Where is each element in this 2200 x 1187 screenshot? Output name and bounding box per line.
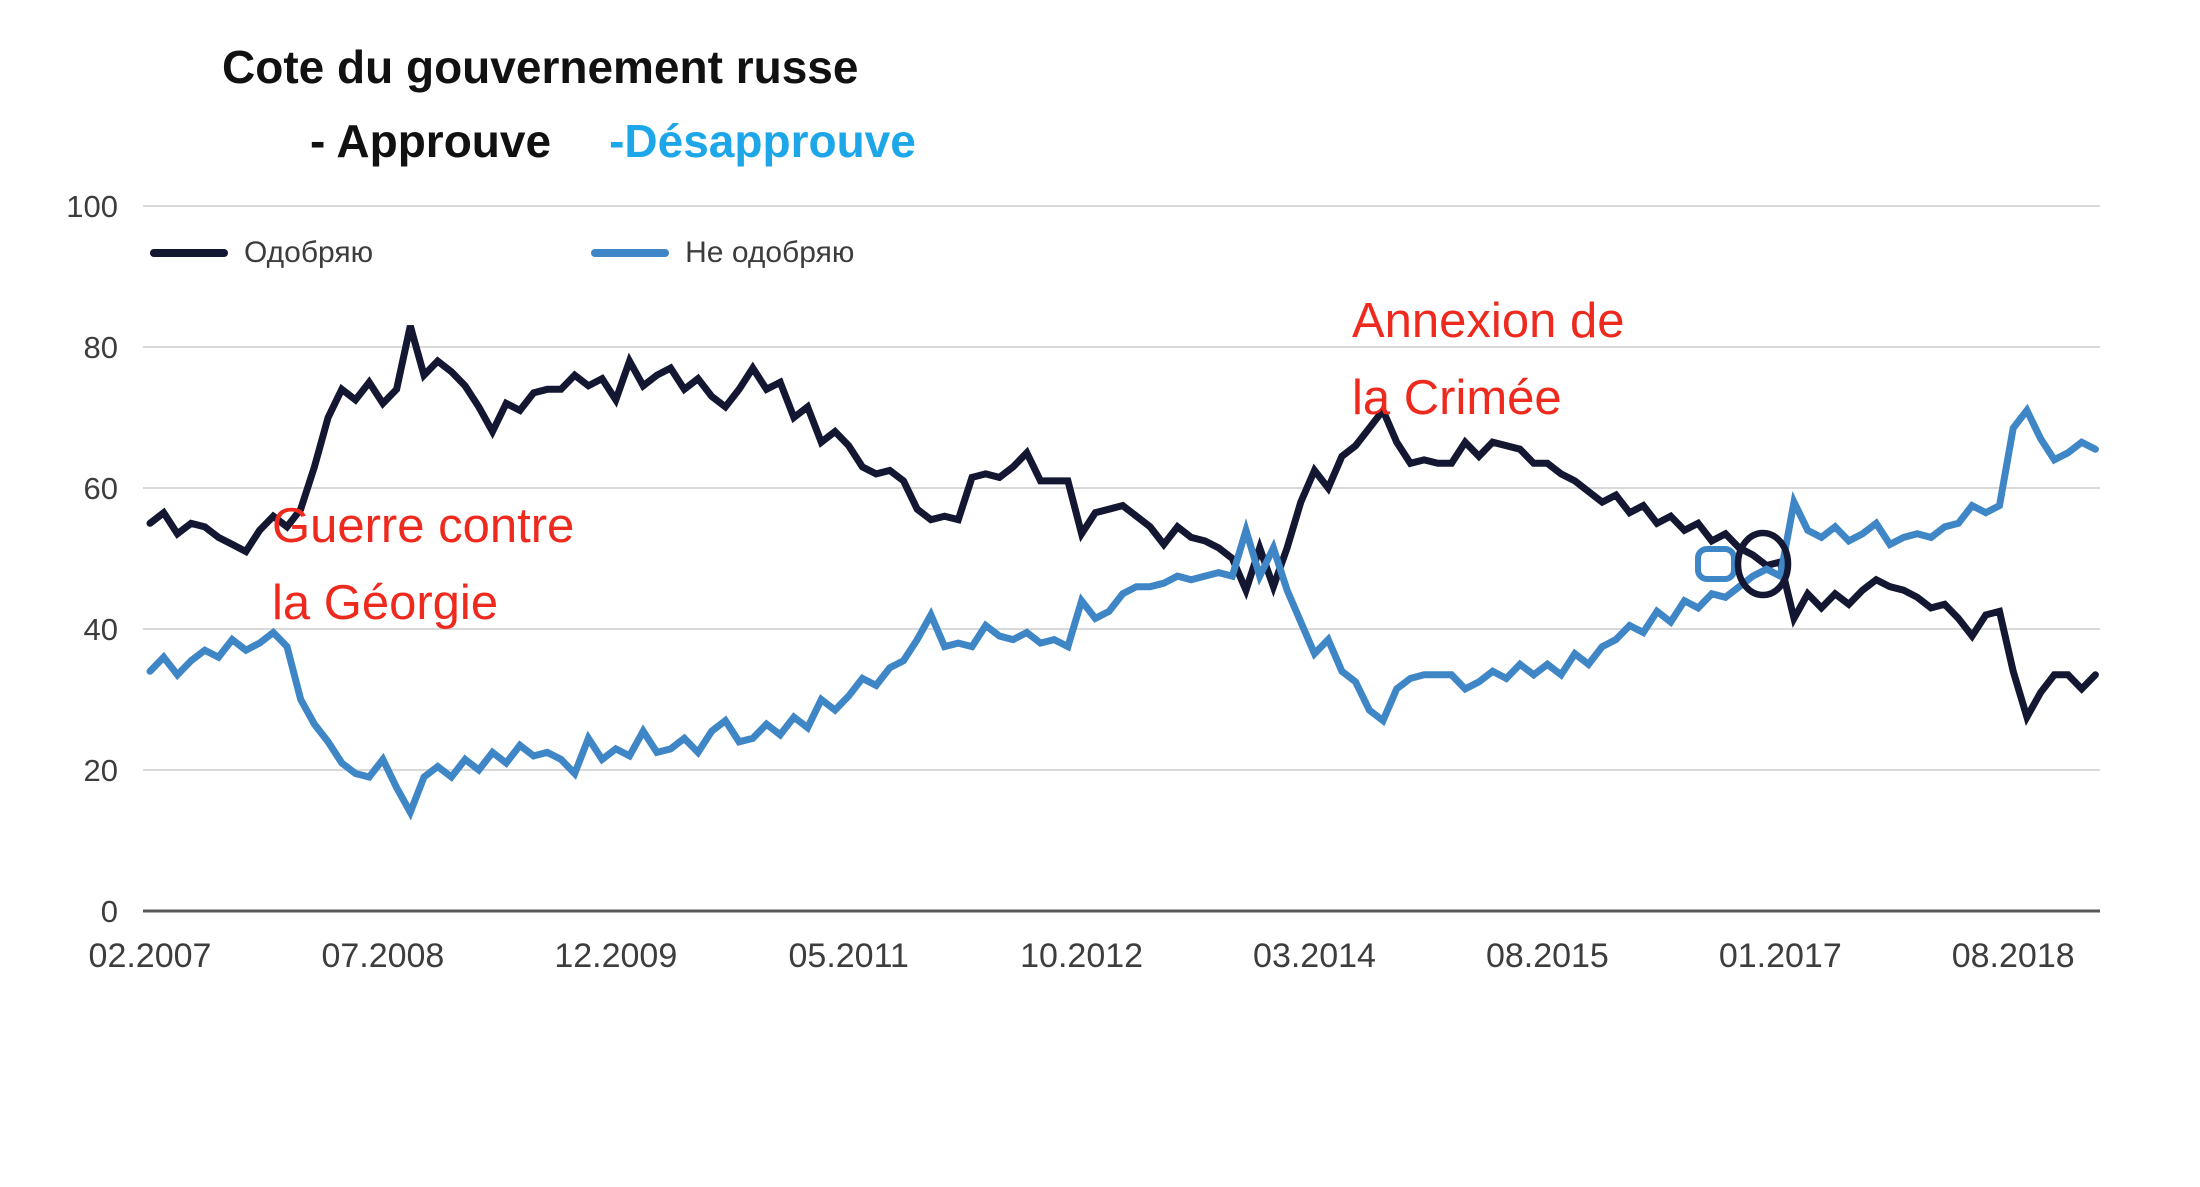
x-tick-label: 10.2012 <box>1020 937 1143 975</box>
legend-label-approve: Одобряю <box>244 236 374 269</box>
x-tick-label: 08.2018 <box>1952 937 2075 975</box>
x-tick-label: 07.2008 <box>321 937 444 975</box>
legend: Одобряю Не одобряю <box>150 236 854 270</box>
x-tick-label: 01.2017 <box>1719 937 1842 975</box>
subtitle-approve-label: - Approuve <box>310 115 552 167</box>
annotation-crimea-annexation: Annexion de la Crimée <box>1352 283 1624 437</box>
annotation-georgia-war: Guerre contre la Géorgie <box>272 488 574 642</box>
y-tick-label: 40 <box>84 612 118 647</box>
annotation-georgia-line2: la Géorgie <box>272 576 499 630</box>
legend-label-disapprove: Не одобряю <box>685 236 855 269</box>
y-tick-label: 60 <box>84 471 118 506</box>
annotation-crimea-line1: Annexion de <box>1352 294 1625 348</box>
approve-line-swatch <box>150 249 228 257</box>
y-tick-label: 0 <box>101 894 118 929</box>
chart-subtitle: - Approuve -Désapprouve <box>310 114 916 168</box>
annotation-crimea-line2: la Crimée <box>1352 371 1562 425</box>
legend-item-approve: Одобряю <box>150 236 373 270</box>
annotation-georgia-line1: Guerre contre <box>272 499 575 553</box>
x-tick-label: 12.2009 <box>554 937 677 975</box>
x-tick-label: 03.2014 <box>1253 937 1376 975</box>
disapprove-series-line <box>146 403 2099 821</box>
crossing-rect-annotation <box>1695 546 1737 582</box>
x-tick-label: 08.2015 <box>1486 937 1609 975</box>
disapprove-line-swatch <box>591 249 670 257</box>
y-tick-label: 80 <box>84 330 118 365</box>
crossing-circle-annotation <box>1734 529 1792 599</box>
x-tick-label: 05.2011 <box>789 937 909 975</box>
y-tick-label: 100 <box>66 189 118 224</box>
approve-series-line <box>146 324 2099 727</box>
subtitle-disapprove-label: -Désapprouve <box>609 115 916 167</box>
legend-item-disapprove: Не одобряю <box>591 236 854 270</box>
y-tick-label: 20 <box>84 753 118 788</box>
x-tick-label: 02.2007 <box>89 937 212 975</box>
chart-title: Cote du gouvernement russe <box>222 41 859 93</box>
